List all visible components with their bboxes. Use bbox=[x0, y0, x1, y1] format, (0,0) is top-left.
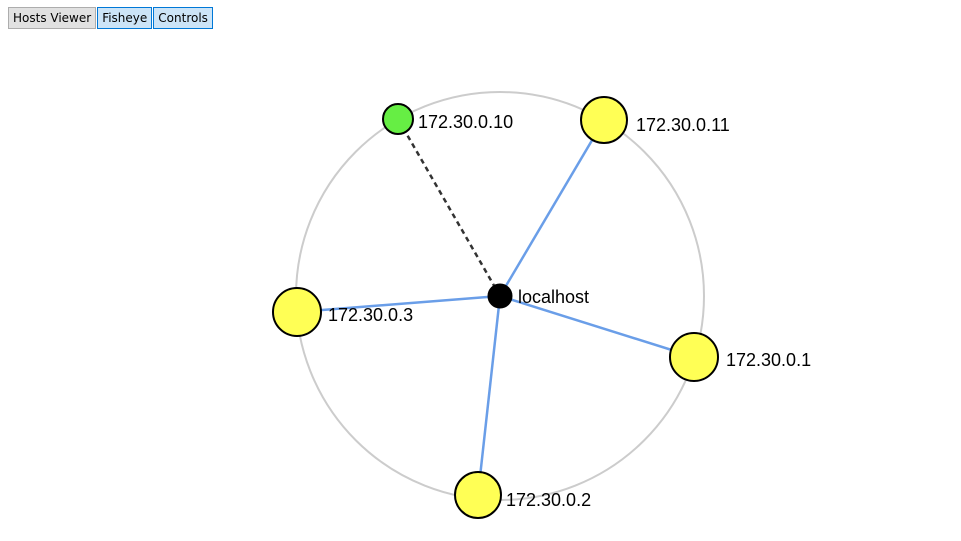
link-172-30-0-2 bbox=[476, 295, 502, 496]
host-node-circle[interactable] bbox=[272, 287, 322, 337]
fisheye-button[interactable]: Fisheye bbox=[97, 7, 153, 29]
host-node-172-30-0-10[interactable]: 172.30.0.10 bbox=[382, 103, 513, 135]
link-172-30-0-10 bbox=[396, 118, 502, 297]
host-node-label: 172.30.0.1 bbox=[726, 350, 811, 370]
host-node-circle[interactable] bbox=[454, 471, 502, 519]
controls-button[interactable]: Controls bbox=[153, 7, 213, 29]
host-node-172-30-0-11[interactable]: 172.30.0.11 bbox=[580, 96, 730, 144]
host-node-circle[interactable] bbox=[669, 332, 719, 382]
toolbar: Hosts Viewer Fisheye Controls bbox=[8, 7, 213, 29]
center-node-label: localhost bbox=[518, 287, 589, 307]
links bbox=[296, 118, 695, 496]
hosts-viewer-button[interactable]: Hosts Viewer bbox=[8, 7, 97, 29]
host-node-172-30-0-3[interactable]: 172.30.0.3 bbox=[272, 287, 413, 337]
host-node-label: 172.30.0.3 bbox=[328, 305, 413, 325]
link-172-30-0-3 bbox=[296, 294, 501, 314]
host-node-circle[interactable] bbox=[580, 96, 628, 144]
host-node-label: 172.30.0.10 bbox=[418, 112, 513, 132]
center-node-circle[interactable] bbox=[487, 283, 513, 309]
link-172-30-0-1 bbox=[499, 294, 695, 359]
host-node-172-30-0-2[interactable]: 172.30.0.2 bbox=[454, 471, 591, 519]
link-172-30-0-11 bbox=[498, 119, 606, 297]
host-node-label: 172.30.0.2 bbox=[506, 490, 591, 510]
center-node-localhost[interactable]: localhost bbox=[487, 283, 589, 309]
host-node-label: 172.30.0.11 bbox=[636, 115, 730, 135]
host-node-172-30-0-1[interactable]: 172.30.0.1 bbox=[669, 332, 811, 382]
host-node-circle[interactable] bbox=[382, 103, 414, 135]
